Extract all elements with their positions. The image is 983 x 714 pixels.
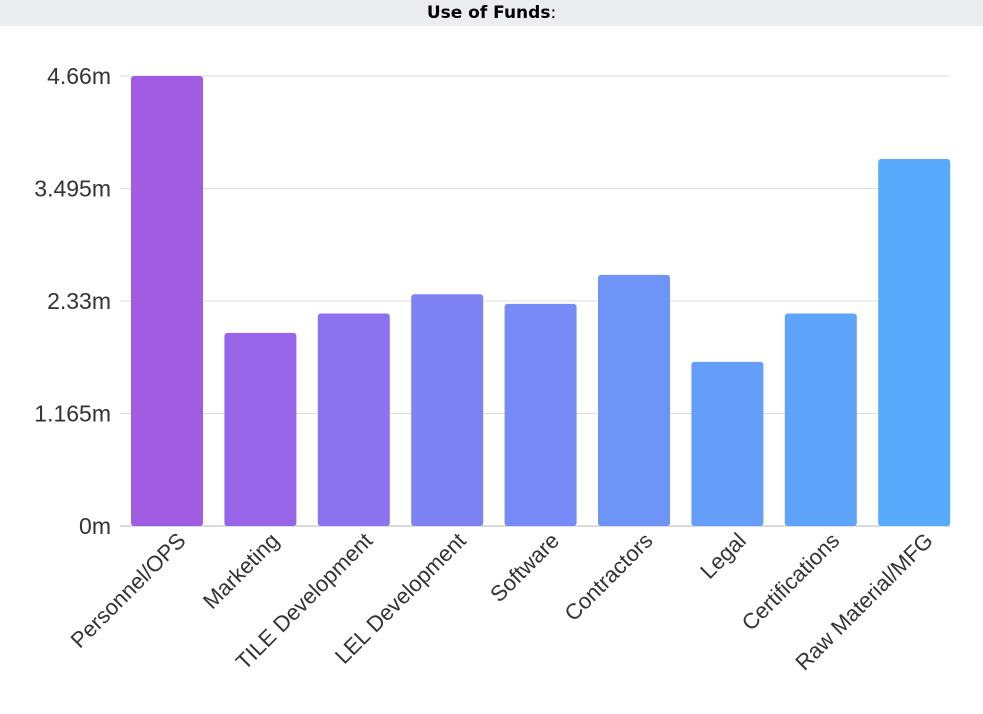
bar-lel-development — [411, 294, 484, 526]
bar-chart: 0m 1.165m 2.33m 3.495m 4.66m Personnel/OPS Ma… — [34, 63, 951, 675]
x-category-label: Contractors — [559, 528, 657, 626]
x-category-label: Personnel/OPS — [66, 528, 191, 653]
x-category-label: Legal — [695, 528, 751, 584]
y-tick-label: 1.165m — [34, 401, 111, 427]
bar-certifications — [784, 313, 857, 526]
y-tick-label: 4.66m — [47, 63, 111, 89]
x-category-label: Marketing — [198, 528, 284, 614]
chart-title: Use of Funds: — [0, 0, 983, 26]
bar-tile-development — [317, 313, 390, 526]
bar-software — [504, 303, 577, 526]
bar-contractors — [598, 274, 670, 526]
y-axis-tick-labels: 0m 1.165m 2.33m 3.495m 4.66m — [34, 63, 111, 539]
bar-raw-material-mfg — [878, 159, 951, 526]
chart-title-text: Use of Funds — [426, 3, 551, 23]
y-tick-label: 0m — [79, 513, 111, 539]
bar-legal — [691, 361, 764, 526]
y-tick-label: 3.495m — [34, 176, 111, 202]
y-tick-label: 2.33m — [47, 288, 111, 314]
bar-marketing — [224, 332, 297, 526]
bar-personnel-ops — [131, 76, 203, 526]
bars — [131, 76, 951, 526]
x-category-label: Software — [485, 528, 564, 607]
chart-title-suffix: : — [550, 3, 557, 23]
